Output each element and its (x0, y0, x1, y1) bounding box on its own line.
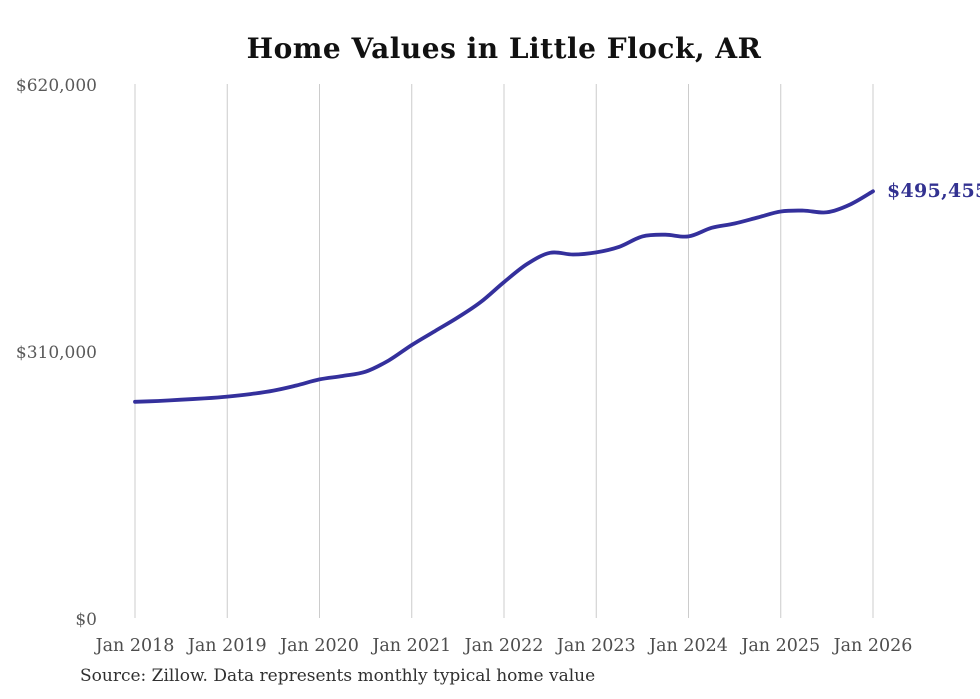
x-axis-label: Jan 2023 (556, 636, 636, 656)
y-axis-label: $0 (75, 610, 97, 630)
x-axis-label: Jan 2018 (95, 636, 175, 656)
x-axis-label: Jan 2021 (372, 636, 452, 656)
chart-title: Home Values in Little Flock, AR (246, 32, 762, 65)
vertical-gridlines (134, 84, 874, 618)
x-axis-label: Jan 2020 (280, 636, 359, 656)
source-note: Source: Zillow. Data represents monthly … (80, 666, 596, 686)
x-axis-label: Jan 2019 (187, 636, 267, 656)
x-axis-label: Jan 2022 (464, 636, 544, 656)
x-axis-label: Jan 2026 (833, 636, 913, 656)
y-axis-label: $310,000 (15, 343, 97, 363)
x-axis-label: Jan 2025 (741, 636, 821, 656)
current-value-label: $495,455 (887, 180, 980, 203)
y-axis-label: $620,000 (15, 76, 97, 96)
x-axis-label: Jan 2024 (649, 636, 728, 656)
home-value-series-line (133, 189, 875, 404)
